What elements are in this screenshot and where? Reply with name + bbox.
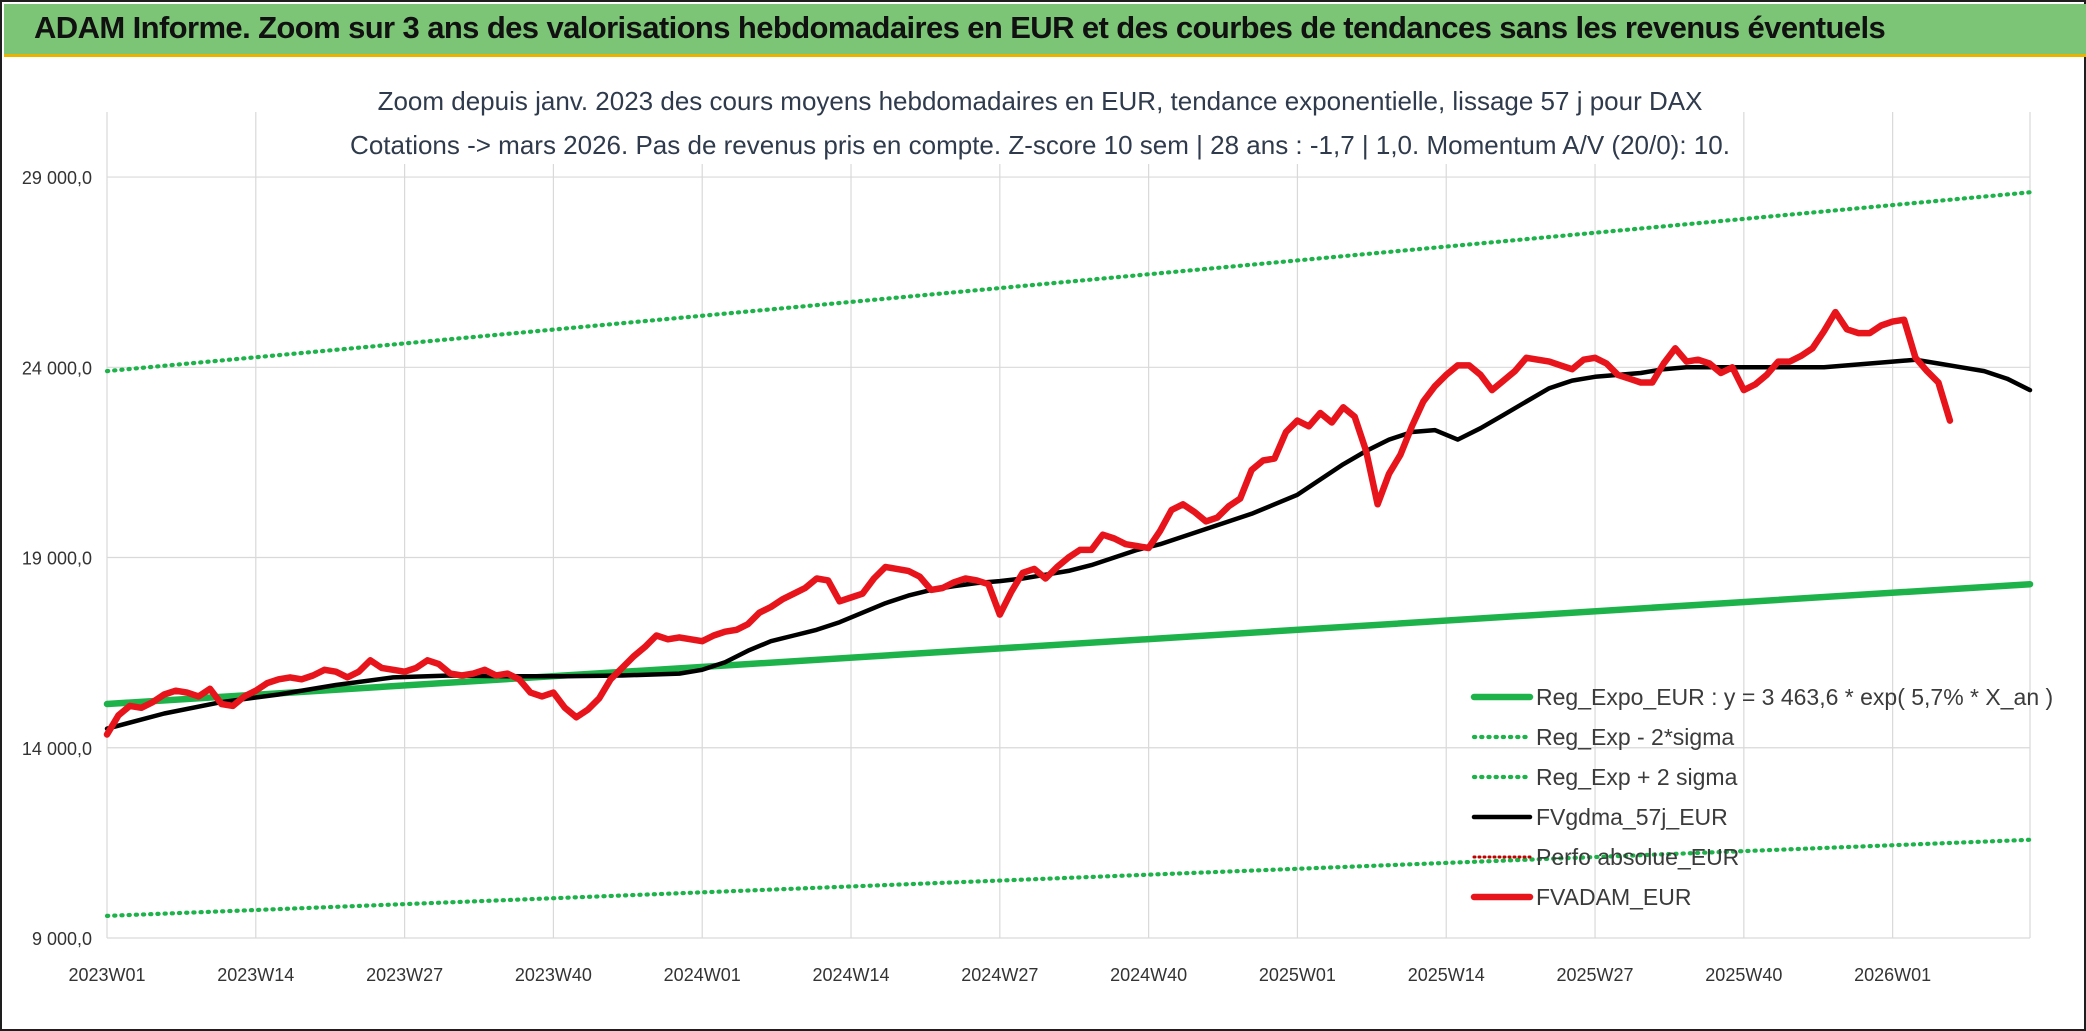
x-tick-label: 2024W40 [1110, 965, 1187, 985]
series-line-1 [104, 837, 2033, 918]
y-tick-label: 9 000,0 [32, 929, 92, 949]
x-tick-label: 2025W14 [1408, 965, 1485, 985]
legend-label: Perfo absolue_EUR [1536, 844, 1739, 870]
x-tick-label: 2025W40 [1705, 965, 1782, 985]
series-line-3 [104, 357, 2033, 731]
chart-title: Zoom depuis janv. 2023 des cours moyens … [378, 86, 1703, 116]
series-line-2 [104, 190, 2033, 374]
legend-label: FVADAM_EUR [1536, 884, 1692, 910]
chart-title-area: Zoom depuis janv. 2023 des cours moyens … [350, 80, 1730, 164]
x-tick-label: 2025W01 [1259, 965, 1336, 985]
x-tick-label: 2024W14 [812, 965, 889, 985]
legend-label: Reg_Expo_EUR : y = 3 463,6 * exp( 5,7% *… [1536, 684, 2053, 710]
grid-lines [106, 112, 2031, 939]
y-tick-label: 14 000,0 [22, 739, 92, 759]
x-tick-label: 2026W01 [1854, 965, 1931, 985]
legend-label: Reg_Exp - 2*sigma [1536, 724, 1734, 750]
x-tick-label: 2024W01 [664, 965, 741, 985]
legend-label: FVgdma_57j_EUR [1536, 804, 1728, 830]
banner-title: ADAM Informe. Zoom sur 3 ans des valoris… [34, 10, 1886, 45]
x-tick-label: 2023W27 [366, 965, 443, 985]
x-tick-label: 2023W01 [68, 965, 145, 985]
y-tick-label: 24 000,0 [22, 358, 92, 378]
legend-label: Reg_Exp + 2 sigma [1536, 764, 1738, 790]
legend: Reg_Expo_EUR : y = 3 463,6 * exp( 5,7% *… [1470, 684, 2053, 910]
series-lines [103, 190, 2034, 918]
x-tick-label: 2023W14 [217, 965, 294, 985]
x-tick-label: 2024W27 [961, 965, 1038, 985]
x-tick-label: 2025W27 [1557, 965, 1634, 985]
series-line-5 [103, 308, 1954, 738]
chart-subtitle: Cotations -> mars 2026. Pas de revenus p… [350, 130, 1730, 160]
report-banner: ADAM Informe. Zoom sur 3 ans des valoris… [4, 4, 2086, 57]
y-tick-label: 29 000,0 [22, 168, 92, 188]
y-tick-label: 19 000,0 [22, 549, 92, 569]
axes: 9 000,0 14 000,0 19 000,0 24 000,0 29 000,0 2… [22, 168, 1931, 985]
series-line-0 [103, 580, 2034, 708]
x-tick-label: 2023W40 [515, 965, 592, 985]
title-background [372, 80, 1707, 164]
